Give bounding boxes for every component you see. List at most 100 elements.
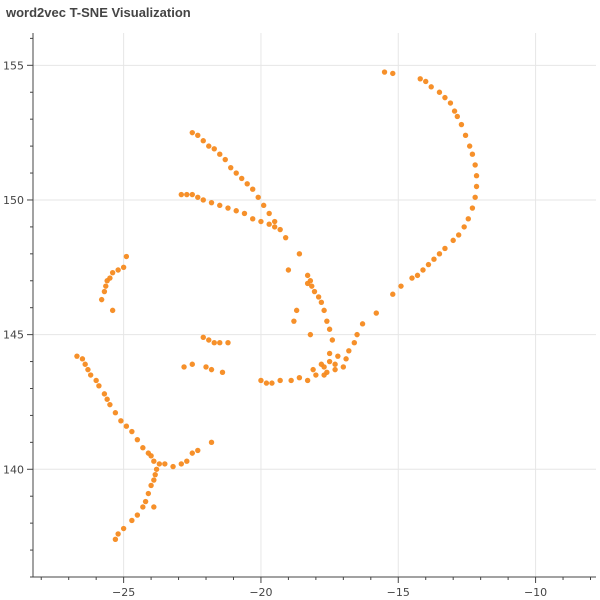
data-point	[315, 294, 322, 300]
y-tick-label: 150	[3, 194, 24, 207]
data-point	[304, 272, 311, 279]
data-point	[74, 353, 80, 359]
data-point	[321, 307, 327, 314]
data-point	[321, 372, 327, 378]
data-point	[296, 375, 303, 381]
y-tick-label: 140	[3, 463, 24, 476]
data-point	[304, 377, 311, 384]
data-point	[428, 84, 434, 90]
x-tick-label: −20	[249, 586, 272, 599]
data-point	[409, 275, 415, 281]
data-point	[233, 170, 239, 176]
data-point	[451, 108, 458, 114]
data-point	[206, 143, 212, 149]
data-point	[189, 129, 195, 136]
data-point	[85, 366, 91, 373]
data-point	[148, 482, 154, 489]
data-point	[115, 267, 121, 273]
data-point	[217, 151, 223, 157]
data-point	[93, 377, 99, 384]
data-point	[178, 461, 185, 467]
data-point	[469, 205, 476, 211]
data-point	[343, 356, 349, 362]
data-point	[425, 261, 432, 268]
data-points	[74, 69, 480, 542]
data-point	[109, 269, 116, 276]
data-point	[145, 490, 152, 497]
data-point	[156, 461, 163, 467]
data-point	[151, 504, 157, 510]
data-point	[458, 121, 465, 128]
data-point	[200, 138, 206, 144]
data-point	[354, 331, 360, 338]
y-tick-label: 155	[3, 59, 24, 72]
data-point	[222, 156, 228, 163]
data-point	[208, 199, 215, 206]
data-point	[217, 340, 223, 346]
data-point	[120, 525, 127, 532]
data-point	[307, 331, 314, 338]
data-point	[206, 337, 212, 343]
data-point	[469, 151, 476, 157]
data-point	[79, 356, 86, 362]
data-point	[112, 410, 119, 416]
data-point	[189, 361, 195, 367]
data-point	[417, 76, 423, 82]
data-point	[326, 326, 333, 332]
data-point	[390, 70, 396, 77]
data-point	[195, 194, 201, 200]
data-point	[472, 194, 478, 200]
data-point	[266, 210, 272, 217]
data-point	[244, 181, 250, 187]
data-point	[258, 377, 264, 384]
data-point	[203, 364, 209, 370]
data-point	[277, 226, 283, 233]
data-point	[115, 531, 121, 537]
data-point	[420, 267, 426, 273]
data-point	[324, 318, 330, 324]
y-tick-label: 145	[3, 329, 24, 342]
data-point	[271, 218, 278, 225]
data-point	[211, 340, 217, 346]
data-point	[195, 132, 201, 139]
data-point	[335, 353, 341, 359]
data-point	[436, 251, 443, 257]
data-point	[148, 453, 154, 459]
data-point	[178, 191, 185, 198]
data-point	[184, 191, 190, 198]
data-point	[101, 391, 108, 397]
data-point	[211, 146, 217, 152]
data-point	[107, 401, 113, 408]
data-point	[118, 418, 124, 424]
data-point	[266, 221, 272, 227]
data-point	[472, 162, 478, 168]
data-point	[181, 364, 187, 370]
data-point	[414, 272, 421, 279]
data-point	[103, 283, 109, 289]
data-point	[462, 132, 469, 139]
data-point	[134, 436, 141, 443]
data-point	[304, 280, 311, 287]
data-point	[318, 361, 325, 367]
data-point	[329, 337, 336, 343]
data-point	[98, 296, 105, 303]
x-tick-label: −15	[387, 586, 410, 599]
data-point	[271, 224, 278, 230]
data-point	[473, 173, 480, 179]
x-tick-label: −10	[524, 586, 547, 599]
data-point	[153, 466, 160, 472]
data-point	[120, 264, 127, 270]
data-point	[225, 205, 231, 211]
data-point	[326, 358, 333, 365]
data-point	[225, 340, 231, 346]
data-point	[466, 143, 473, 149]
data-point	[250, 216, 256, 222]
data-point	[381, 69, 388, 75]
x-tick-label: −25	[112, 586, 135, 599]
data-point	[170, 463, 176, 470]
data-point	[195, 447, 201, 454]
data-point	[309, 283, 315, 289]
data-point	[431, 256, 437, 262]
grid-lines	[33, 33, 596, 577]
